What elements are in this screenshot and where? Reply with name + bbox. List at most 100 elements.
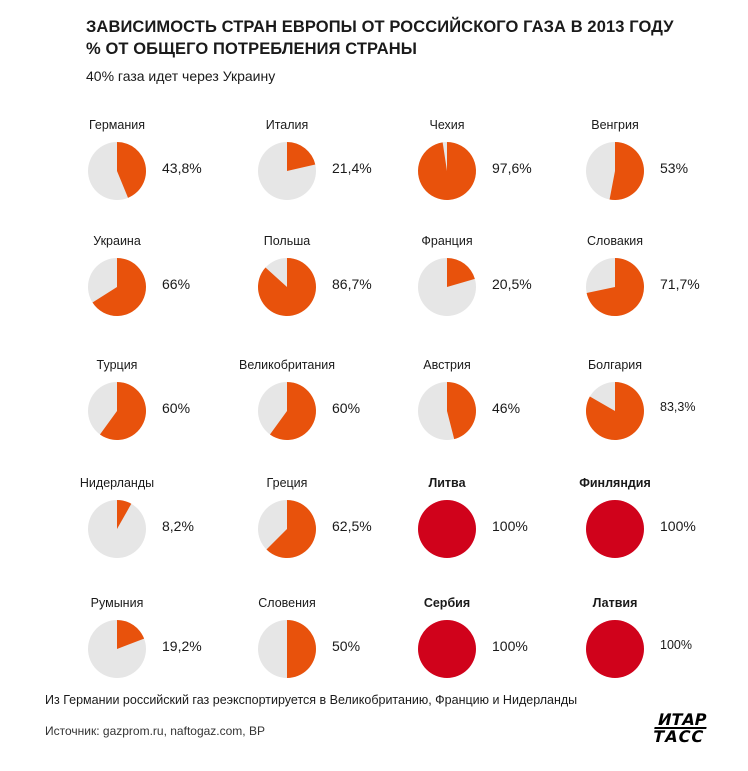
footnote: Из Германии российский газ реэкспортируе… [45, 693, 578, 707]
pie-20: Латвия 100% [550, 596, 720, 706]
source-line: Источник: gazprom.ru, naftogaz.com, BP [45, 724, 265, 738]
pie-label: Литва [428, 476, 466, 490]
pie-graphic [418, 620, 476, 678]
pie-slice-share [269, 382, 316, 440]
pie-graphic [418, 500, 476, 558]
pie-label: Чехия [429, 118, 465, 132]
pie-graphic [258, 258, 317, 316]
pie-slice-share [447, 382, 477, 440]
pie-value-label: 100% [660, 518, 696, 534]
pie-4: Венгрия 53% [550, 118, 720, 228]
pie-value-label: 62,5% [332, 518, 372, 534]
pie-slice-share [586, 258, 644, 316]
pie-12: Болгария 83,3% [550, 358, 720, 468]
pie-5: Украина 66% [52, 234, 222, 344]
pie-graphic [88, 382, 146, 440]
pie-label: Греция [266, 476, 308, 490]
pie-slice-share [585, 382, 644, 440]
pie-label: Польша [263, 234, 311, 248]
pie-label: Австрия [423, 358, 471, 372]
pie-value-label: 100% [660, 638, 692, 652]
pie-label: Сербия [423, 596, 471, 610]
pie-value-label: 60% [162, 400, 191, 416]
pie-slice-share [99, 382, 146, 440]
pie-graphic [258, 142, 316, 200]
pie-value-label: 19,2% [162, 638, 202, 654]
title-line-2: % ОТ ОБЩЕГО ПОТРЕБЛЕНИЯ СТРАНЫ [86, 40, 417, 58]
pie-graphic [258, 382, 316, 440]
pie-value-label: 21,4% [332, 160, 372, 176]
pie-value-label: 71,7% [660, 276, 700, 292]
subtitle: 40% газа идет через Украину [86, 68, 276, 84]
pie-label: Франция [421, 234, 473, 248]
title-line-1: ЗАВИСИМОСТЬ СТРАН ЕВРОПЫ ОТ РОССИЙСКОГО … [86, 18, 674, 36]
pie-graphic [258, 500, 316, 558]
pie-9: Турция 60% [52, 358, 222, 468]
pie-slice-share [418, 620, 476, 678]
pie-15: Литва 100% [382, 476, 552, 586]
pie-slice-share [287, 142, 316, 171]
pie-slice-share [117, 500, 132, 529]
pie-label: Украина [93, 234, 141, 248]
pie-label: Италия [265, 118, 309, 132]
pie-label: Германия [88, 118, 146, 132]
pie-value-label: 53% [660, 160, 689, 176]
pie-graphic [418, 258, 476, 316]
pie-value-label: 100% [492, 518, 528, 534]
pie-graphic [585, 382, 644, 440]
pie-value-label: 66% [162, 276, 191, 292]
pie-graphic [258, 620, 316, 678]
pie-6: Польша 86,7% [222, 234, 392, 344]
pie-slice-share [92, 258, 146, 316]
pie-label: Нидерланды [79, 476, 155, 490]
pie-label: Словения [258, 596, 316, 610]
pie-value-label: 50% [332, 638, 361, 654]
pie-graphic [88, 142, 147, 200]
pie-value-label: 97,6% [492, 160, 532, 176]
pie-11: Австрия 46% [382, 358, 552, 468]
pie-label: Словакия [586, 234, 644, 248]
chart-title: ЗАВИСИМОСТЬ СТРАН ЕВРОПЫ ОТ РОССИЙСКОГО … [86, 16, 726, 60]
pie-value-label: 86,7% [332, 276, 372, 292]
pie-19: Сербия 100% [382, 596, 552, 706]
pie-graphic [418, 142, 477, 200]
pie-value-label: 20,5% [492, 276, 532, 292]
pie-graphic [418, 382, 477, 440]
pie-graphic [586, 620, 644, 678]
pie-16: Финляндия 100% [550, 476, 720, 586]
pie-slice-share [418, 500, 476, 558]
pie-slice-share [586, 500, 644, 558]
pie-2: Италия 21,4% [222, 118, 392, 228]
pie-label: Латвия [592, 596, 638, 610]
pie-graphic [88, 258, 146, 316]
pie-graphic [586, 500, 644, 558]
pie-8: Словакия 71,7% [550, 234, 720, 344]
pie-graphic [586, 142, 644, 200]
pie-label: Финляндия [579, 476, 651, 490]
pie-graphic [88, 620, 146, 678]
pie-7: Франция 20,5% [382, 234, 552, 344]
pie-slice-share [287, 620, 316, 678]
pie-17: Румыния 19,2% [52, 596, 222, 706]
pie-slice-share [266, 500, 316, 558]
pie-slice-share [586, 620, 644, 678]
pie-value-label: 8,2% [162, 518, 194, 534]
pie-label: Болгария [587, 358, 643, 372]
pie-value-label: 100% [492, 638, 528, 654]
pie-graphic [88, 500, 146, 558]
pie-label: Турция [96, 358, 138, 372]
pie-label: Великобритания [239, 358, 335, 372]
logo-line-2: ТАСС [651, 727, 707, 746]
pie-slice-share [117, 142, 147, 198]
pie-14: Греция 62,5% [222, 476, 392, 586]
pie-value-label: 43,8% [162, 160, 202, 176]
pie-value-label: 46% [492, 400, 521, 416]
itar-tass-logo: ИТАР ТАСС [636, 710, 724, 748]
pie-18: Словения 50% [222, 596, 392, 706]
pie-13: Нидерланды 8,2% [52, 476, 222, 586]
pie-10: Великобритания 60% [222, 358, 392, 468]
pie-label: Венгрия [591, 118, 639, 132]
pie-slice-share [609, 142, 644, 200]
pie-slice-share [117, 620, 145, 649]
